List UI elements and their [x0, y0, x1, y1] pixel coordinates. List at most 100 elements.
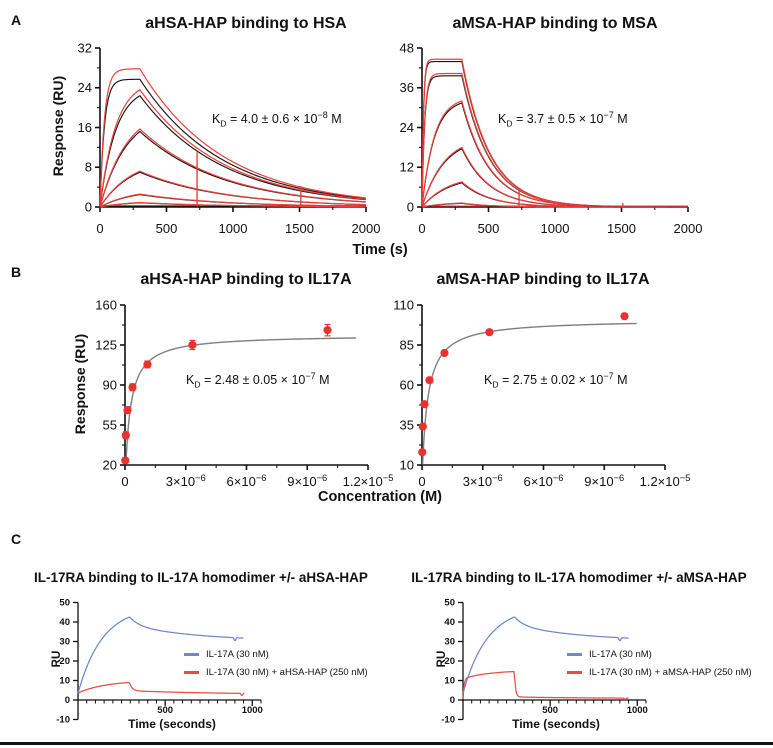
x-axis-label-c-left: Time (seconds) — [128, 717, 216, 731]
y-axis-label-c-left: RU — [51, 650, 63, 668]
data-point — [418, 448, 427, 457]
x-tick-label: 1500 — [607, 221, 636, 236]
y-tick-label: 8 — [85, 160, 92, 175]
x-axis-label-concentration: Concentration (M) — [317, 489, 443, 505]
panel-label-a: A — [11, 12, 22, 28]
chart-c-left: -10 0 10 20 30 40 50 500 1000 — [56, 598, 263, 726]
sensorgram-curve — [462, 616, 629, 694]
y-tick-label: 60 — [400, 377, 414, 392]
sensorgram-curve — [99, 89, 366, 208]
chart-title-c-left: IL-17RA binding to IL-17A homodimer +/- … — [34, 570, 368, 585]
y-tick-label: 85 — [400, 337, 414, 352]
y-tick-label: 20 — [103, 457, 117, 472]
y-tick-label: 125 — [95, 337, 117, 352]
y-tick-label: 40 — [444, 617, 455, 628]
legend-c-left: IL-17A (30 nM) IL-17A (30 nM) + aHSA-HAP… — [184, 649, 368, 678]
y-tick-label: 36 — [400, 80, 414, 95]
kd-annotation-a-left: KD = 4.0 ± 0.6 × 10−8 M — [212, 110, 342, 129]
x-tick-label: 500 — [542, 705, 558, 716]
chart-title-a-left: aHSA-HAP binding to HSA — [145, 15, 347, 32]
data-point — [418, 422, 427, 431]
fit-curve — [99, 78, 366, 208]
x-tick-label: 0 — [96, 221, 103, 236]
data-point — [485, 328, 494, 337]
x-tick-label: 1000 — [219, 221, 248, 236]
chart-title-b-right: aMSA-HAP binding to IL17A — [436, 271, 650, 288]
y-tick-label: 40 — [59, 617, 70, 628]
y-tick-label: 0 — [407, 199, 414, 214]
legend-line-red — [184, 671, 199, 674]
y-tick-label: 24 — [78, 80, 92, 95]
chart-a-right: 0 12 24 36 48 0 500 1000 1500 2000 — [400, 40, 703, 236]
sensorgram-curve — [77, 681, 245, 696]
sensorgram-curve — [99, 68, 366, 208]
y-tick-label: 0 — [450, 695, 455, 706]
x-axis-label-time: Time (s) — [352, 242, 408, 258]
sensorgram-curve — [99, 128, 366, 208]
y-tick-label: 50 — [444, 598, 455, 609]
x-tick-label: 3×10−6 — [463, 473, 503, 489]
y-tick-label: 10 — [59, 676, 70, 687]
data-point — [188, 340, 197, 350]
legend-item: IL-17A (30 nM) + aMSA-HAP (250 nM) — [567, 667, 752, 678]
x-tick-label: 1000 — [242, 705, 263, 716]
data-point — [323, 326, 332, 335]
sensorgram-curve — [99, 193, 366, 208]
data-point — [128, 383, 137, 392]
sensorgram-curve — [99, 170, 366, 208]
legend-line-red — [567, 671, 582, 674]
y-tick-label: -10 — [441, 715, 455, 726]
y-tick-label: 0 — [65, 695, 70, 706]
x-tick-label: 6×10−6 — [524, 473, 564, 489]
x-tick-label: 3×10−6 — [166, 473, 206, 489]
legend-item: IL-17A (30 nM) + aHSA-HAP (250 nM) — [184, 667, 368, 678]
kd-annotation-b-left: KD = 2.48 ± 0.05 × 10−7 M — [186, 371, 330, 390]
legend-label: IL-17A (30 nM) + aHSA-HAP (250 nM) — [206, 667, 368, 678]
sensorgram-curve — [77, 616, 244, 694]
chart-title-b-left: aHSA-HAP binding to IL17A — [140, 271, 352, 288]
legend-line-blue — [567, 653, 582, 656]
y-tick-label: 10 — [444, 676, 455, 687]
legend-label: IL-17A (30 nM) — [206, 649, 269, 660]
y-tick-label: 20 — [59, 656, 70, 667]
binding-fit-curve — [421, 322, 637, 465]
x-tick-label: 0 — [418, 474, 425, 489]
chart-b-right: 10 35 60 85 110 0 3×10−6 6×10−6 9×10−6 1.2×10−5 — [393, 297, 690, 489]
x-tick-label: 1000 — [627, 705, 648, 716]
x-tick-label: 9×10−6 — [287, 473, 327, 489]
data-point — [420, 400, 429, 409]
y-tick-label: 16 — [78, 120, 92, 135]
fit-curve — [99, 95, 366, 208]
bottom-rule — [0, 742, 773, 745]
fit-curve — [421, 61, 688, 208]
x-tick-label: 6×10−6 — [227, 473, 267, 489]
x-tick-label: 500 — [156, 221, 178, 236]
y-tick-label: 24 — [400, 120, 414, 135]
sensorgram-curve — [421, 72, 688, 208]
x-tick-label: 1000 — [541, 221, 570, 236]
y-tick-label: 35 — [400, 417, 414, 432]
x-axis-label-c-right: Time (seconds) — [512, 717, 600, 731]
data-point — [440, 348, 449, 358]
x-tick-label: 0 — [418, 221, 425, 236]
x-tick-label: 500 — [157, 705, 173, 716]
legend-c-right: IL-17A (30 nM) IL-17A (30 nM) + aMSA-HAP… — [567, 649, 752, 678]
y-tick-label: 48 — [400, 40, 414, 55]
data-point — [121, 456, 130, 465]
chart-a-left: 0 8 16 24 32 0 500 1000 1500 2000 — [78, 40, 381, 236]
panel-label-b: B — [11, 264, 22, 280]
legend-label: IL-17A (30 nM) + aMSA-HAP (250 nM) — [589, 667, 752, 678]
y-tick-label: 30 — [444, 637, 455, 648]
kd-annotation-a-right: KD = 3.7 ± 0.5 × 10−7 M — [498, 110, 628, 129]
y-tick-label: 50 — [59, 598, 70, 609]
legend-item: IL-17A (30 nM) — [184, 649, 368, 660]
fit-curve — [99, 171, 366, 208]
legend-line-blue — [184, 653, 199, 656]
x-tick-label: 1500 — [285, 221, 314, 236]
legend-item: IL-17A (30 nM) — [567, 649, 752, 660]
y-tick-label: 30 — [59, 637, 70, 648]
y-tick-label: 110 — [393, 297, 414, 312]
fit-curve — [421, 75, 688, 208]
data-point — [425, 376, 434, 385]
